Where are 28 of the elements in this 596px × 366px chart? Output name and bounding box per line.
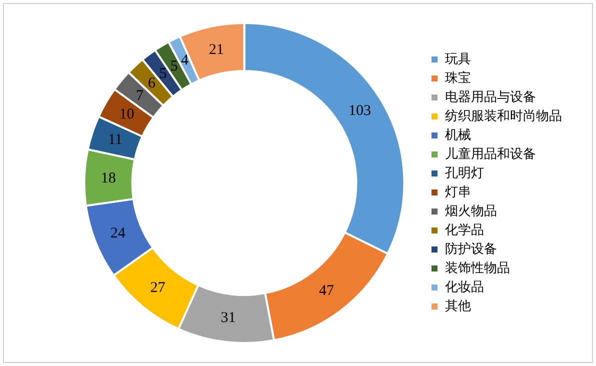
data-label: 10	[119, 106, 134, 123]
legend-label: 化学品	[445, 222, 484, 238]
legend-label: 儿童用品和设备	[445, 146, 536, 162]
legend-label: 纺织服装和时尚物品	[445, 108, 562, 124]
legend-label: 烟火物品	[445, 204, 497, 219]
legend-label: 机械	[445, 128, 471, 143]
data-label: 4	[180, 52, 189, 69]
data-label: 11	[108, 132, 122, 148]
data-label: 5	[159, 66, 167, 82]
legend-label: 其他	[445, 298, 471, 314]
legend-label: 化妆品	[445, 280, 484, 295]
data-label: 5	[170, 58, 178, 74]
legend-label: 灯串	[445, 184, 471, 200]
legend-label: 防护设备	[445, 242, 497, 257]
data-label: 103	[348, 103, 371, 120]
data-label: 24	[110, 225, 126, 242]
legend-label: 玩具	[445, 52, 471, 67]
legend-label: 孔明灯	[445, 166, 484, 181]
data-label: 7	[136, 88, 144, 104]
data-label: 21	[208, 42, 224, 58]
data-label: 27	[150, 280, 166, 296]
legend-label: 装饰性物品	[445, 260, 510, 276]
data-label: 18	[100, 170, 116, 186]
legend-label: 珠宝	[445, 70, 471, 86]
data-label: 47	[319, 283, 335, 300]
data-label: 6	[148, 75, 156, 92]
data-label: 31	[220, 310, 236, 326]
legend-label: 电器用品与设备	[445, 90, 536, 105]
